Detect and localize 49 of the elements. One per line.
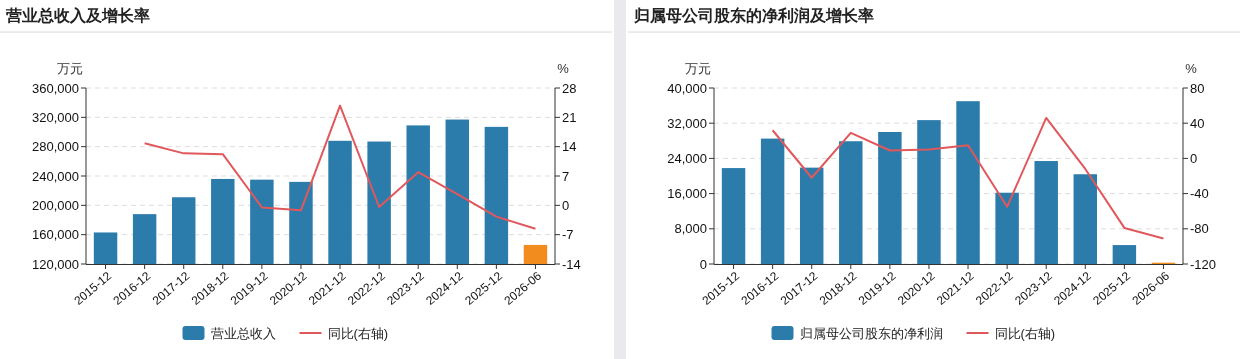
y-tick-label: 360,000 bbox=[32, 80, 79, 96]
y-tick-label: 120,000 bbox=[32, 256, 79, 272]
y-tick-label: 320,000 bbox=[32, 109, 79, 125]
bar bbox=[760, 138, 785, 264]
y-tick-label: 160,000 bbox=[32, 227, 79, 243]
bar bbox=[799, 167, 824, 264]
bar bbox=[995, 192, 1019, 264]
y-tick-label: 16,000 bbox=[667, 186, 707, 202]
y2-tick-label: 7 bbox=[562, 168, 570, 184]
y2-axis-title: % bbox=[1185, 61, 1198, 76]
y-axis-title: 万元 bbox=[685, 61, 711, 76]
legend-label: 同比(右轴) bbox=[327, 325, 389, 341]
y2-tick-label: 14 bbox=[562, 139, 577, 155]
line-series bbox=[771, 116, 1165, 240]
bar bbox=[1073, 174, 1098, 264]
bar bbox=[956, 101, 980, 264]
y-tick-label: 32,000 bbox=[667, 115, 707, 131]
bar bbox=[878, 132, 902, 264]
y2-tick-label: -40 bbox=[1190, 186, 1209, 202]
bar bbox=[839, 141, 863, 264]
y2-tick-label: 0 bbox=[1190, 150, 1198, 166]
y2-tick-label: 0 bbox=[562, 197, 570, 213]
y2-tick-label: 80 bbox=[1190, 80, 1205, 96]
y2-tick-label: 28 bbox=[562, 80, 577, 96]
y2-tick-label: -7 bbox=[562, 227, 574, 243]
y2-tick-label: -80 bbox=[1190, 221, 1209, 237]
chart-title: 归属母公司股东的净利润及增长率 bbox=[633, 6, 874, 24]
bar bbox=[721, 168, 746, 264]
y2-tick-label: -14 bbox=[562, 256, 581, 272]
y-tick-label: 280,000 bbox=[32, 139, 79, 155]
legend-label: 归属母公司股东的净利润 bbox=[799, 325, 943, 341]
bar bbox=[917, 120, 941, 264]
y2-tick-label: -120 bbox=[1190, 256, 1217, 272]
y-tick-label: 200,000 bbox=[32, 197, 79, 213]
legend-label: 同比(右轴) bbox=[994, 325, 1056, 341]
bar bbox=[1034, 161, 1058, 264]
y2-axis-title: % bbox=[557, 61, 570, 76]
bar bbox=[1112, 245, 1137, 264]
chart-title: 营业总收入及增长率 bbox=[5, 6, 150, 24]
y-axis-title: 万元 bbox=[57, 61, 83, 76]
y-tick-label: 240,000 bbox=[32, 168, 79, 184]
y2-tick-label: 40 bbox=[1190, 115, 1205, 131]
y2-tick-label: 21 bbox=[562, 109, 577, 125]
legend-label: 营业总收入 bbox=[210, 325, 276, 341]
y-tick-label: 8,000 bbox=[674, 221, 707, 237]
y-tick-label: 24,000 bbox=[667, 150, 707, 166]
y-tick-label: 0 bbox=[699, 256, 707, 272]
y-tick-label: 40,000 bbox=[667, 80, 707, 96]
line-series bbox=[143, 104, 537, 230]
